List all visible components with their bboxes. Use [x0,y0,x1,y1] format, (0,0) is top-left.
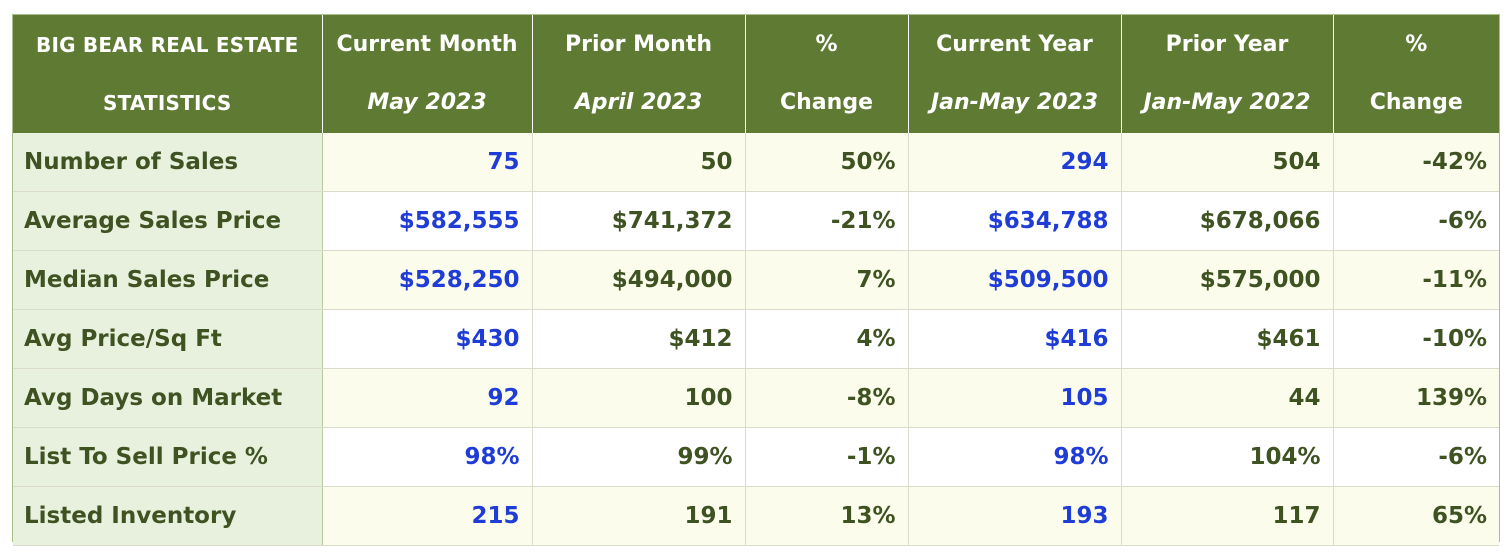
prior-month-value: $494,000 [532,250,746,310]
year-change-value: -10% [1333,309,1499,369]
prior-year-value: 104% [1121,427,1334,487]
column-header-current-year: Current Year Jan-May 2023 [908,15,1122,133]
table-title-line1: BIG BEAR REAL ESTATE [36,33,299,57]
month-change-value: -8% [745,368,909,428]
metric-label: List To Sell Price % [13,427,323,487]
column-header-line1: Current Month [336,32,518,57]
current-month-value: $528,250 [322,250,533,310]
month-change-value: -21% [745,191,909,251]
table-title-cell: BIG BEAR REAL ESTATE STATISTICS [13,15,323,133]
real-estate-stats-table: BIG BEAR REAL ESTATE STATISTICS Current … [13,15,1499,546]
current-year-value: 294 [908,133,1122,192]
current-month-value: $582,555 [322,191,533,251]
current-year-value: $416 [908,309,1122,369]
prior-year-value: $678,066 [1121,191,1334,251]
year-change-value: -6% [1333,191,1499,251]
column-header-prior-year: Prior Year Jan-May 2022 [1121,15,1334,133]
year-change-value: -42% [1333,133,1499,192]
current-month-value: 75 [322,133,533,192]
month-change-value: 7% [745,250,909,310]
metric-label: Avg Price/Sq Ft [13,309,323,369]
year-change-value: 139% [1333,368,1499,428]
table-body: Number of Sales 75 50 50% 294 504 -42% A… [13,133,1499,546]
current-year-value: 105 [908,368,1122,428]
column-header-prior-month: Prior Month April 2023 [532,15,746,133]
year-change-value: 65% [1333,486,1499,546]
prior-month-value: 99% [532,427,746,487]
prior-month-value: $741,372 [532,191,746,251]
metric-label: Median Sales Price [13,250,323,310]
table-row: List To Sell Price % 98% 99% -1% 98% 104… [13,427,1499,487]
prior-year-value: 117 [1121,486,1334,546]
month-change-value: 4% [745,309,909,369]
prior-month-value: 100 [532,368,746,428]
metric-label: Number of Sales [13,133,323,192]
column-header-line2: Jan-May 2023 [930,90,1099,115]
column-header-line1: Prior Month [565,32,712,57]
prior-month-value: 191 [532,486,746,546]
prior-year-value: $575,000 [1121,250,1334,310]
prior-year-value: 504 [1121,133,1334,192]
prior-year-value: $461 [1121,309,1334,369]
current-month-value: 215 [322,486,533,546]
current-month-value: 92 [322,368,533,428]
year-change-value: -6% [1333,427,1499,487]
column-header-line2: Jan-May 2022 [1143,90,1311,115]
table-row: Avg Days on Market 92 100 -8% 105 44 139… [13,368,1499,428]
column-header-current-month: Current Month May 2023 [322,15,533,133]
table-row: Average Sales Price $582,555 $741,372 -2… [13,191,1499,251]
column-header-line1: Prior Year [1165,32,1289,57]
metric-label: Listed Inventory [13,486,323,546]
real-estate-stats-table-container: BIG BEAR REAL ESTATE STATISTICS Current … [12,14,1500,546]
table-row: Median Sales Price $528,250 $494,000 7% … [13,250,1499,310]
column-header-line1: % [815,32,838,57]
table-row: Listed Inventory 215 191 13% 193 117 65% [13,486,1499,546]
header-row: BIG BEAR REAL ESTATE STATISTICS Current … [13,15,1499,133]
column-header-month-change: % Change [745,15,909,133]
current-year-value: $509,500 [908,250,1122,310]
column-header-year-change: % Change [1333,15,1499,133]
column-header-line2: May 2023 [367,90,487,115]
prior-year-value: 44 [1121,368,1334,428]
month-change-value: -1% [745,427,909,487]
column-header-line2: Change [1369,90,1463,115]
table-row: Number of Sales 75 50 50% 294 504 -42% [13,133,1499,192]
table-row: Avg Price/Sq Ft $430 $412 4% $416 $461 -… [13,309,1499,369]
current-month-value: $430 [322,309,533,369]
current-year-value: 193 [908,486,1122,546]
prior-month-value: 50 [532,133,746,192]
current-year-value: $634,788 [908,191,1122,251]
prior-month-value: $412 [532,309,746,369]
column-header-line2: Change [780,90,873,115]
table-header: BIG BEAR REAL ESTATE STATISTICS Current … [13,15,1499,133]
metric-label: Average Sales Price [13,191,323,251]
current-year-value: 98% [908,427,1122,487]
table-title-line2: STATISTICS [103,91,232,115]
column-header-line1: % [1405,32,1428,57]
year-change-value: -11% [1333,250,1499,310]
column-header-line1: Current Year [936,32,1093,57]
column-header-line2: April 2023 [574,90,703,115]
month-change-value: 13% [745,486,909,546]
current-month-value: 98% [322,427,533,487]
metric-label: Avg Days on Market [13,368,323,428]
month-change-value: 50% [745,133,909,192]
